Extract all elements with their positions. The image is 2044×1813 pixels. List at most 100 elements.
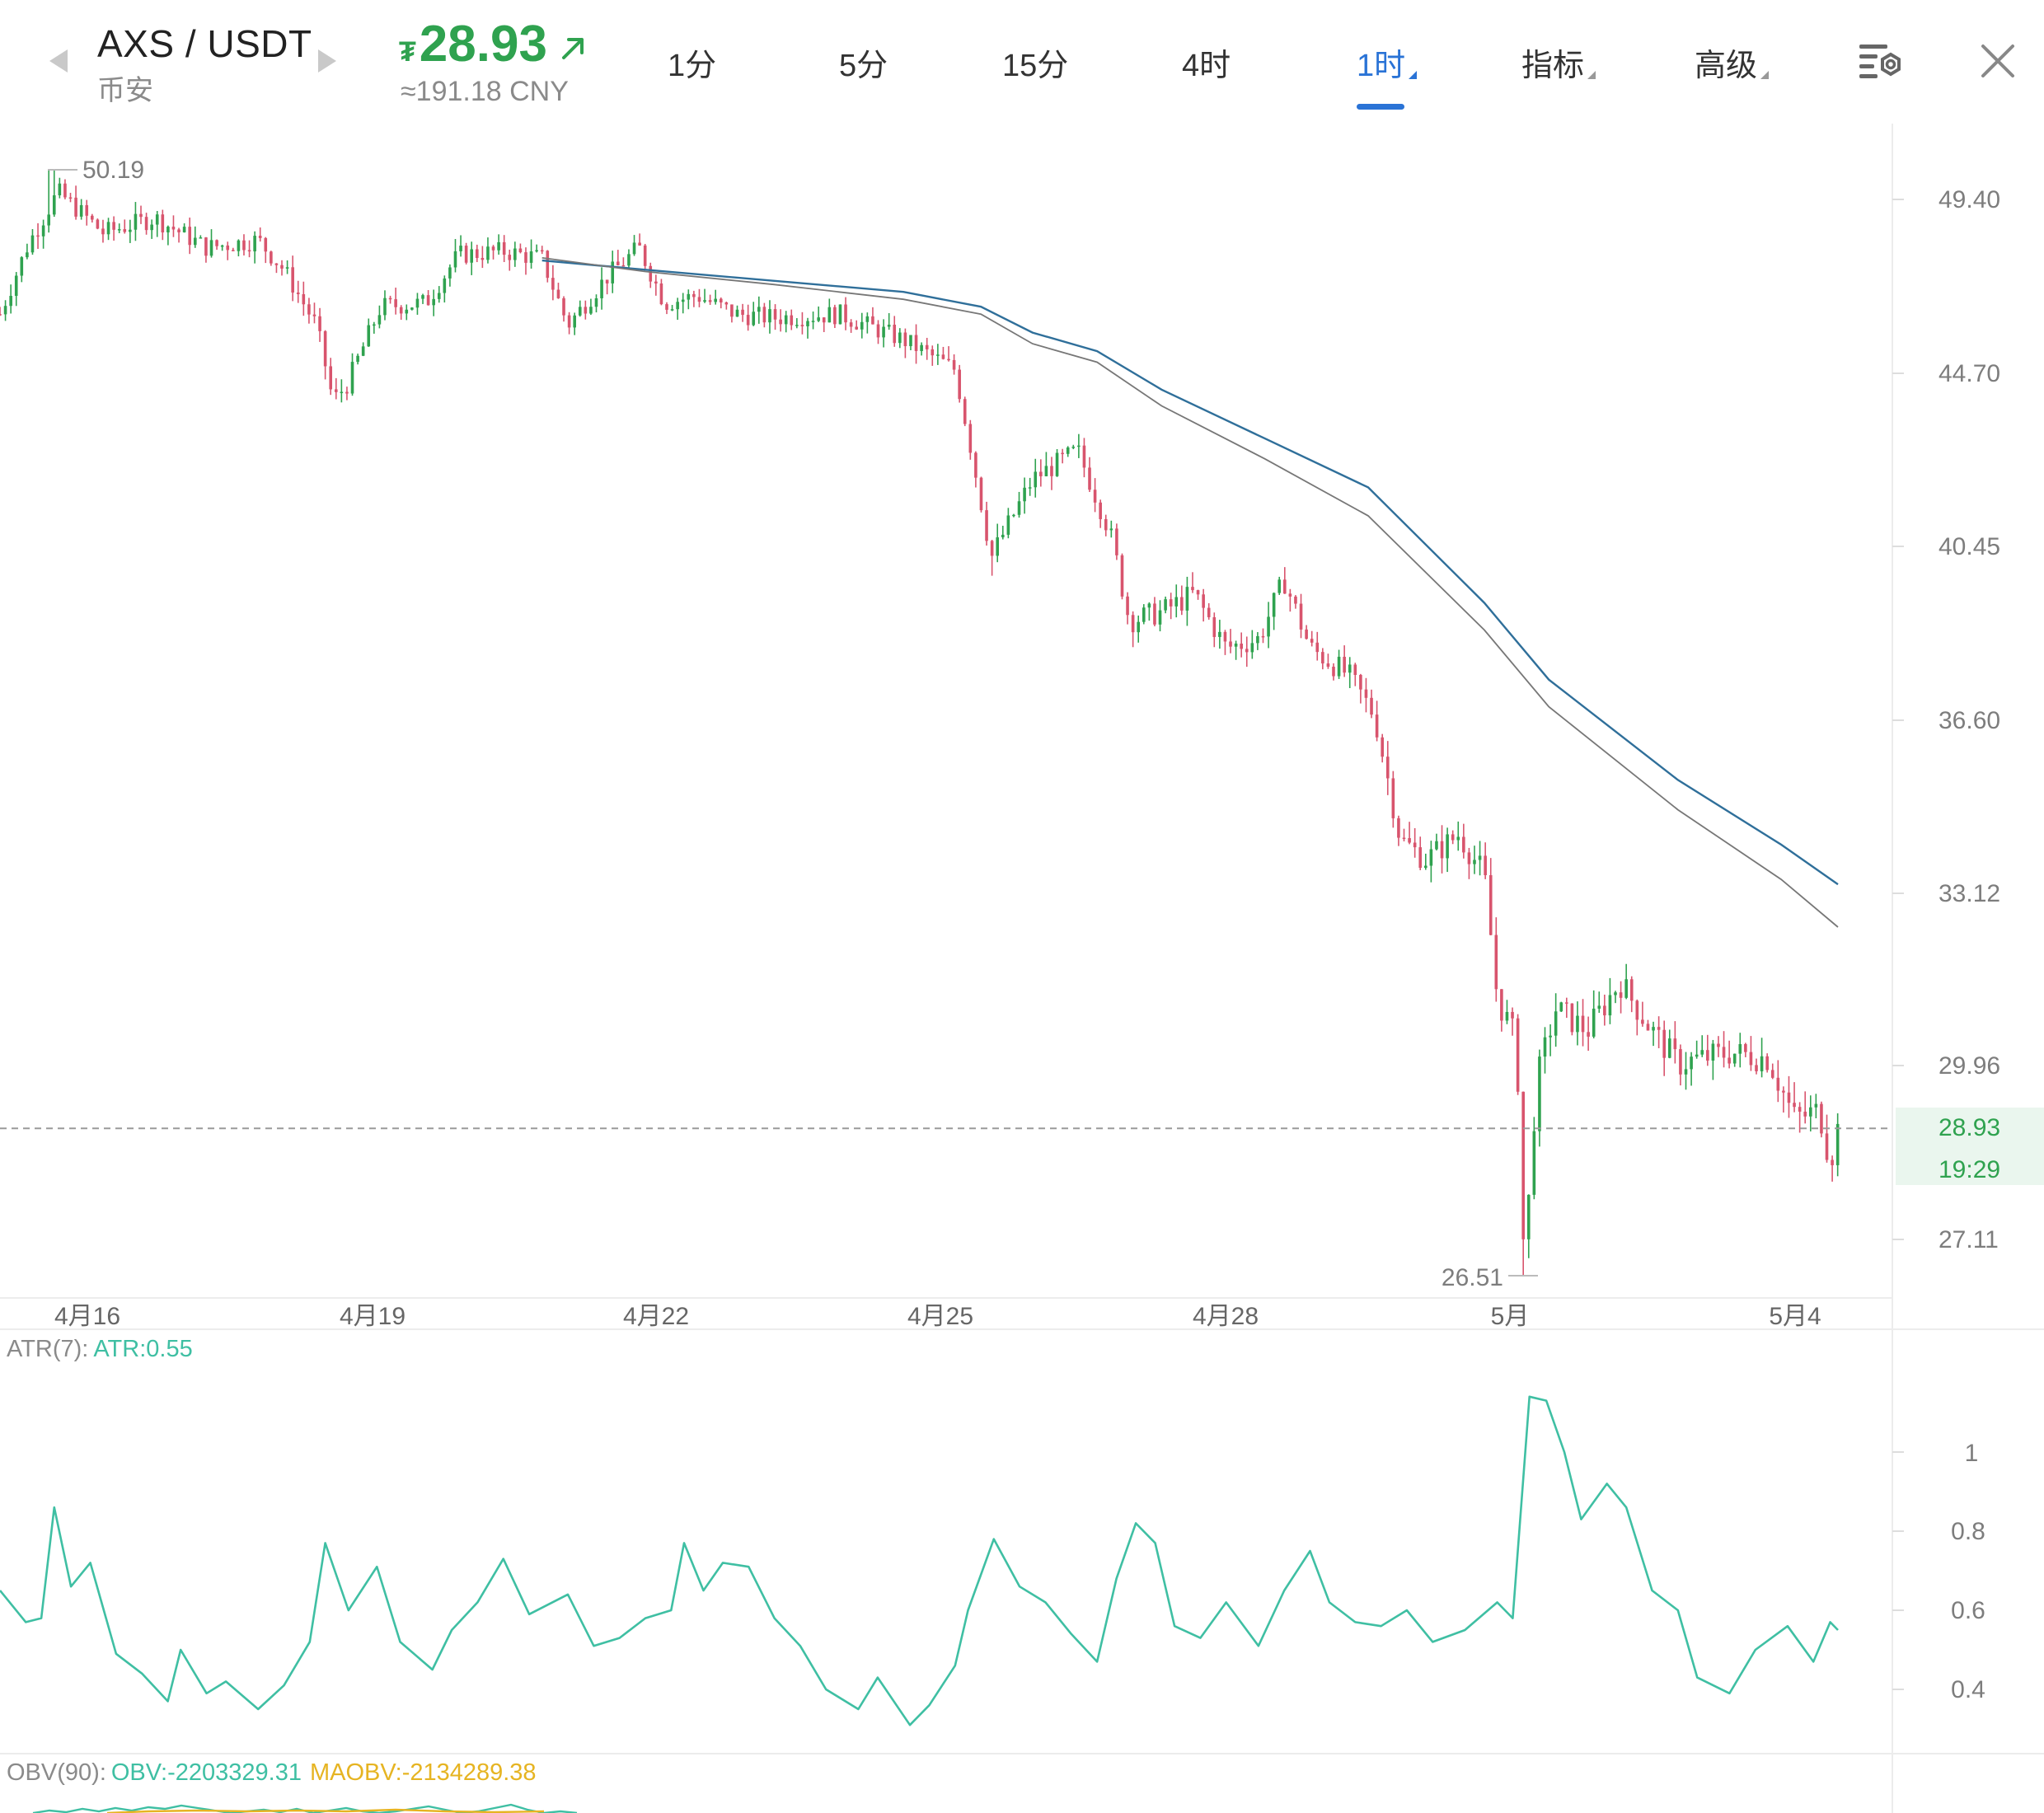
triangle-left-icon[interactable] bbox=[49, 49, 68, 73]
tab-label: 15分 bbox=[1002, 49, 1069, 83]
candle-body bbox=[129, 229, 132, 232]
candle-body bbox=[1695, 1054, 1699, 1057]
tab-1min[interactable]: 1分 bbox=[668, 40, 716, 85]
candle-body bbox=[74, 197, 77, 217]
time-axis: 4月16 4月19 4月22 4月25 4月28 5月 5月4 bbox=[54, 1303, 1821, 1330]
candle-body bbox=[1158, 610, 1162, 625]
candle-body bbox=[784, 315, 788, 325]
price-cny: ≈191.18 CNY bbox=[401, 76, 569, 107]
last-price-tag bbox=[1896, 1108, 2044, 1185]
candle-body bbox=[833, 307, 837, 325]
candle-body bbox=[383, 297, 387, 316]
candle-body bbox=[47, 214, 50, 226]
candle-body bbox=[1174, 597, 1179, 607]
candle-body bbox=[1229, 641, 1232, 647]
candle-body bbox=[611, 261, 615, 283]
candle-body bbox=[171, 227, 176, 230]
candle-body bbox=[1147, 603, 1151, 608]
low-marker-label: 26.51 bbox=[1442, 1264, 1503, 1291]
tab-1h[interactable]: 1时 bbox=[1357, 40, 1418, 85]
candle-body bbox=[871, 316, 874, 325]
tab-15min[interactable]: 15分 bbox=[1002, 40, 1068, 85]
candle-body bbox=[1429, 849, 1433, 866]
candle-body bbox=[985, 510, 988, 541]
price-tick-label: 36.60 bbox=[1939, 707, 2000, 734]
candle-body bbox=[865, 316, 870, 322]
candle-body bbox=[1494, 935, 1498, 990]
candle-body bbox=[990, 541, 994, 556]
candle-body bbox=[1516, 1018, 1520, 1092]
candle-body bbox=[1440, 841, 1444, 859]
candle-body bbox=[1808, 1107, 1812, 1117]
candle-body bbox=[578, 307, 582, 316]
tab-indicators[interactable]: 指标 bbox=[1521, 40, 1596, 85]
candle-body bbox=[421, 295, 424, 299]
candle-body bbox=[1272, 593, 1276, 617]
candle-body bbox=[475, 249, 479, 258]
candle-body bbox=[1109, 528, 1113, 531]
candle-body bbox=[193, 237, 197, 246]
candle-body bbox=[1245, 649, 1249, 653]
tab-5min[interactable]: 5分 bbox=[839, 40, 888, 85]
candle-body bbox=[687, 293, 691, 300]
candle-body bbox=[556, 289, 560, 298]
candle-body bbox=[1711, 1043, 1715, 1061]
candle-body bbox=[112, 222, 115, 230]
candle-body bbox=[1191, 587, 1194, 591]
candle-body bbox=[1261, 635, 1265, 638]
candle-body bbox=[1250, 643, 1254, 653]
candle-body bbox=[1744, 1043, 1747, 1052]
candle-body bbox=[1185, 587, 1189, 611]
maobv-legend-value: MAOBV:-2134289.38 bbox=[310, 1759, 537, 1786]
tab-advanced[interactable]: 高级 bbox=[1695, 40, 1770, 85]
time-tick-label: 5月4 bbox=[1769, 1303, 1821, 1330]
candle-body bbox=[134, 213, 138, 230]
candle-body bbox=[437, 293, 441, 299]
candle-body bbox=[811, 321, 815, 322]
moving-average-gray bbox=[541, 257, 1839, 928]
candle-body bbox=[1456, 836, 1460, 841]
candle-body bbox=[925, 344, 929, 349]
candle-body bbox=[459, 246, 462, 251]
exchange-name: 币安 bbox=[97, 75, 153, 106]
obv-legend-value: OBV:-2203329.31 bbox=[111, 1759, 302, 1786]
candle-body bbox=[388, 297, 392, 300]
candle-body bbox=[893, 324, 897, 344]
candle-body bbox=[1700, 1050, 1704, 1055]
candle-body bbox=[470, 249, 474, 263]
candle-body bbox=[1787, 1092, 1791, 1103]
candle-body bbox=[1521, 1091, 1525, 1239]
candle-body bbox=[1282, 579, 1287, 594]
candle-body bbox=[1657, 1027, 1661, 1030]
tab-4h[interactable]: 4时 bbox=[1182, 40, 1231, 85]
candle-body bbox=[1667, 1038, 1671, 1058]
chart-settings-icon[interactable] bbox=[1856, 41, 1906, 82]
candle-body bbox=[524, 252, 527, 263]
candle-body bbox=[1505, 1011, 1509, 1021]
candle-body bbox=[1418, 847, 1423, 869]
candle-body bbox=[1126, 596, 1129, 616]
candle-body bbox=[481, 257, 485, 260]
candle-body bbox=[1082, 445, 1086, 468]
candle-body bbox=[795, 325, 799, 326]
candle-body bbox=[1164, 599, 1167, 611]
candle-body bbox=[280, 265, 284, 269]
candle-body bbox=[1603, 1005, 1606, 1016]
candle-body bbox=[1408, 838, 1411, 843]
candle-body bbox=[117, 229, 121, 231]
candle-body bbox=[1629, 979, 1634, 1001]
candle-body bbox=[307, 304, 311, 315]
candle-body bbox=[1381, 737, 1384, 757]
candle-body bbox=[844, 304, 847, 323]
candle-body bbox=[1348, 664, 1352, 673]
close-icon[interactable] bbox=[1976, 40, 2019, 82]
atr-tick-label: 0.4 bbox=[1951, 1676, 1985, 1703]
candle-body bbox=[708, 300, 712, 302]
candle-body bbox=[1488, 874, 1493, 935]
candle-body bbox=[1820, 1103, 1823, 1134]
triangle-right-icon[interactable] bbox=[318, 49, 336, 73]
candle-body bbox=[253, 236, 256, 252]
candle-body bbox=[1543, 1037, 1547, 1057]
candle-body bbox=[1776, 1077, 1780, 1091]
